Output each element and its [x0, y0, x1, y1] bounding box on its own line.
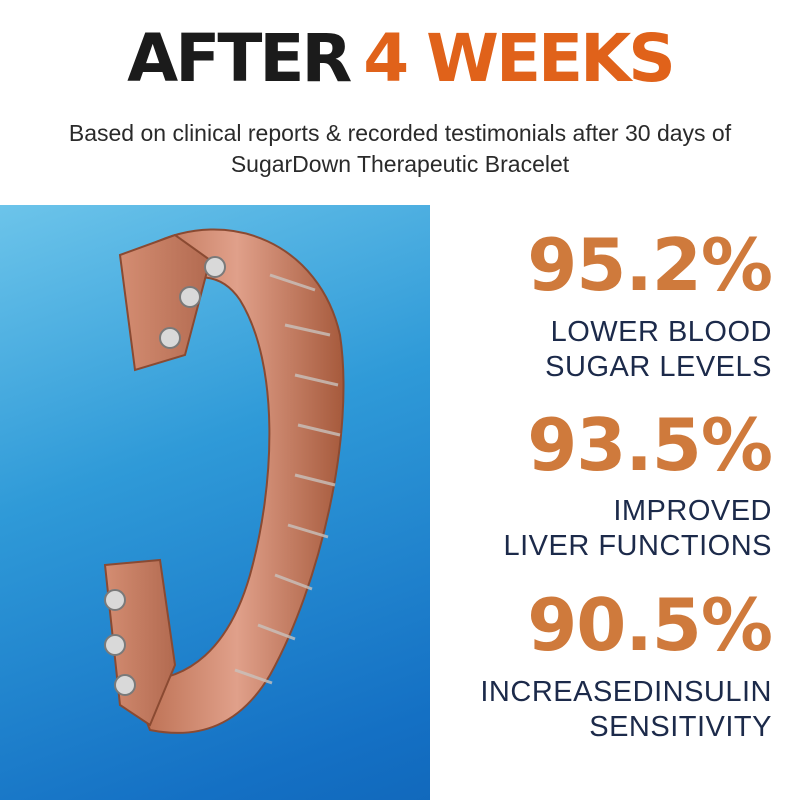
stats-panel: 95.2% LOWER BLOOD SUGAR LEVELS 93.5% IMP…: [430, 205, 773, 800]
stat-value-liver: 93.5%: [527, 403, 773, 487]
copper-bracelet-image: [103, 228, 345, 734]
stat-label-line2: SENSITIVITY: [589, 711, 772, 743]
stat-label-line1: LOWER BLOOD: [550, 316, 772, 348]
headline-part2: 4 WEEKS: [363, 20, 676, 97]
stat-value-insulin: 90.5%: [527, 583, 773, 667]
headline: AFTER 4 WEEKS: [0, 14, 800, 104]
stat-label-line2: LIVER FUNCTIONS: [503, 530, 772, 562]
subtitle-line1: Based on clinical reports & recorded tes…: [68, 120, 732, 146]
headline-part1: AFTER: [127, 20, 352, 97]
stat-label-line1: INCREASEDINSULIN: [480, 676, 772, 708]
stat-label-line1: IMPROVED: [613, 495, 772, 527]
subtitle-line2: SugarDown Therapeutic Bracelet: [230, 151, 570, 177]
stat-value-blood-sugar: 95.2%: [527, 223, 773, 307]
subtitle: Based on clinical reports & recorded tes…: [0, 118, 800, 180]
stat-label-line2: SUGAR LEVELS: [545, 351, 772, 383]
